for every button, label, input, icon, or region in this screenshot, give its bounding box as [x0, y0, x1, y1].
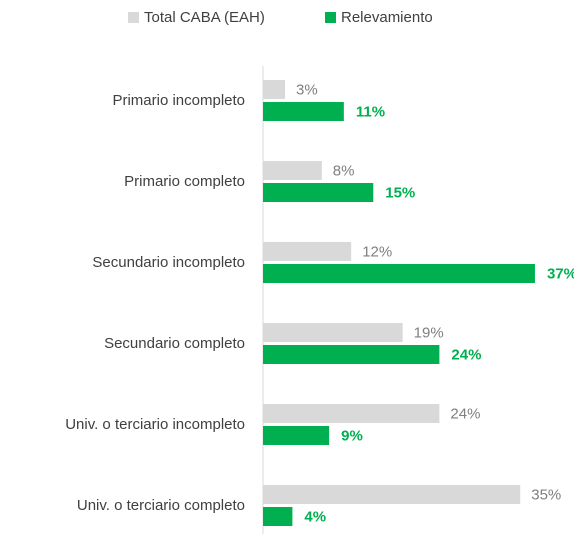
legend-label: Total CABA (EAH) [144, 9, 265, 26]
category-label: Univ. o terciario incompleto [65, 416, 245, 433]
legend-swatch [325, 12, 336, 23]
legend-label: Relevamiento [341, 9, 433, 26]
bar [263, 183, 374, 202]
value-label: 4% [304, 508, 326, 525]
value-label: 3% [296, 81, 318, 98]
category-label: Primario completo [124, 173, 245, 190]
value-label: 37% [547, 265, 574, 282]
bar [263, 264, 535, 283]
bar [263, 485, 521, 504]
category-label: Secundario incompleto [92, 254, 245, 271]
value-label: 15% [385, 184, 415, 201]
legend-swatch [128, 12, 139, 23]
bar [263, 161, 322, 180]
bar [263, 426, 330, 445]
value-label: 9% [341, 427, 363, 444]
bar [263, 80, 286, 99]
bar [263, 102, 344, 121]
value-label: 8% [333, 162, 355, 179]
value-label: 35% [531, 486, 561, 503]
bar [263, 323, 403, 342]
bar [263, 507, 293, 526]
category-label: Primario incompleto [112, 92, 245, 109]
value-label: 24% [451, 346, 481, 363]
category-label: Secundario completo [104, 335, 245, 352]
category-label: Univ. o terciario completo [77, 497, 245, 514]
bar [263, 242, 352, 261]
bar [263, 345, 440, 364]
value-label: 24% [450, 405, 480, 422]
bar [263, 404, 440, 423]
value-label: 19% [414, 324, 444, 341]
value-label: 11% [356, 103, 385, 120]
value-label: 12% [362, 243, 392, 260]
